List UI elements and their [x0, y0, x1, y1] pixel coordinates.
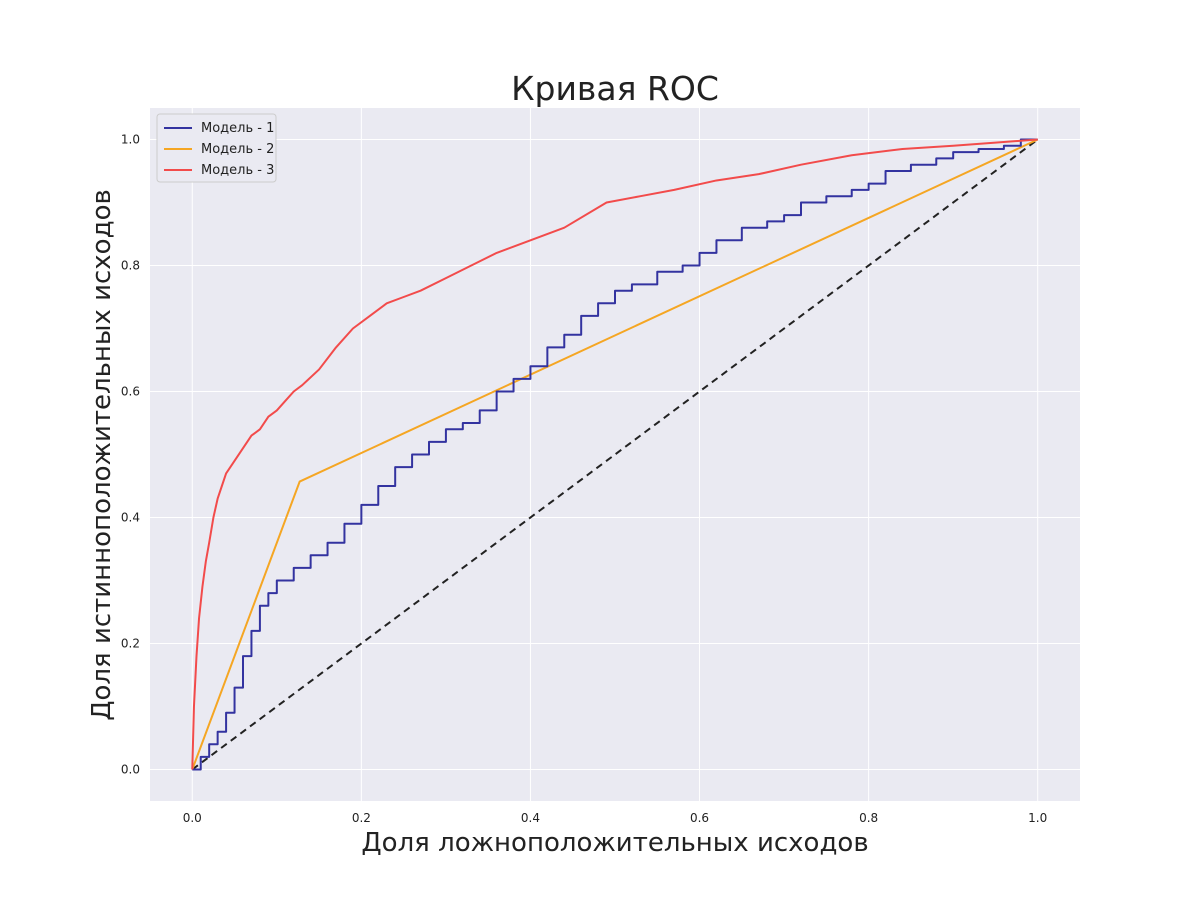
series-line-model-3 [191, 138, 1038, 770]
legend-label: Модель - 3 [201, 163, 274, 178]
y-tick-label: 0.6 [121, 385, 140, 399]
y-tick-label: 0.8 [121, 259, 140, 273]
x-tick-label: 1.0 [1028, 811, 1047, 825]
x-tick-label: 0.6 [690, 811, 709, 825]
grid [150, 108, 1080, 801]
x-tick-label: 0.2 [352, 811, 371, 825]
series-line-model-2 [191, 138, 1039, 770]
series-line-model-1 [192, 138, 1038, 771]
legend: Модель - 1 Модель - 2 Модель - 3 [156, 113, 277, 183]
x-tick-label: 0.8 [859, 811, 878, 825]
x-tick-label: 0.0 [183, 811, 202, 825]
legend-label: Модель - 2 [201, 142, 274, 157]
legend-label: Модель - 1 [201, 121, 274, 136]
legend-box [156, 113, 277, 183]
chart-title: Кривая ROC [511, 69, 719, 108]
tick-labels: 0.0 0.2 0.4 0.6 0.8 1.0 0.0 0.2 0.4 0.6 0.8 1.0 [121, 133, 1047, 826]
y-tick-label: 0.4 [121, 511, 140, 525]
x-tick-label: 0.4 [521, 811, 540, 825]
y-axis-label: Доля истинноположительных исходов [87, 189, 117, 721]
y-tick-label: 1.0 [121, 133, 140, 147]
y-tick-label: 0.2 [121, 637, 140, 651]
x-axis-label: Доля ложноположительных исходов [361, 828, 868, 858]
series-lines [191, 138, 1039, 771]
y-tick-label: 0.0 [121, 763, 140, 777]
diagonal-reference-line [191, 138, 1039, 771]
